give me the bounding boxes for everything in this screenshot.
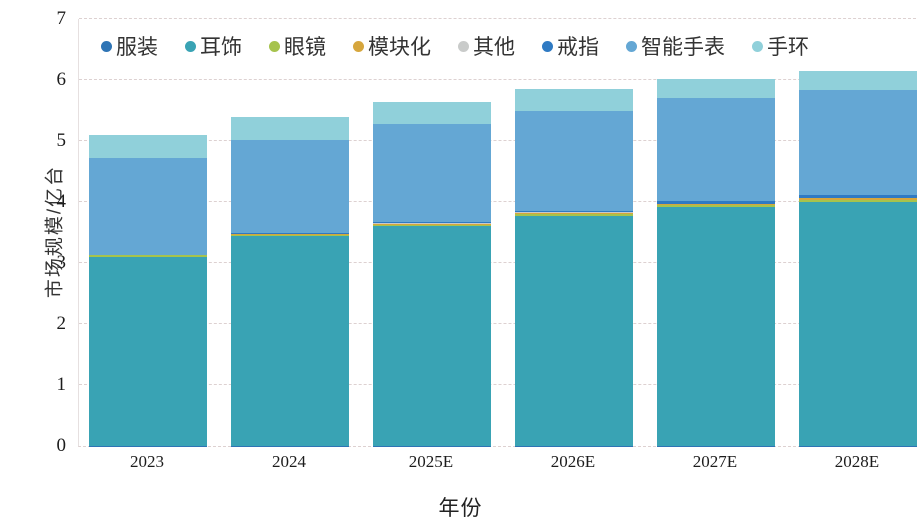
legend-dot-ring-icon — [542, 40, 553, 52]
bar-segment-smartwatch-2027E[interactable] — [657, 98, 775, 202]
y-tick-label-6: 6 — [56, 69, 67, 90]
x-tick-label-2027E: 2027E — [692, 452, 738, 471]
legend-item-glasses[interactable]: 眼镜 — [269, 31, 326, 61]
bar-segment-modular-2024[interactable] — [231, 234, 349, 235]
legend-item-other[interactable]: 其他 — [458, 31, 515, 61]
bar-segment-smartwatch-2025E[interactable] — [373, 123, 491, 222]
bar-segment-ring-2028E[interactable] — [799, 195, 917, 198]
legend-item-band[interactable]: 手环 — [752, 31, 809, 61]
gridline-y-6 — [79, 79, 916, 80]
bar-segment-earwear-2023[interactable] — [89, 256, 207, 446]
legend-label-smartwatch: 智能手表 — [641, 36, 725, 59]
bar-segment-earwear-2024[interactable] — [231, 235, 349, 446]
y-tick-label-7: 7 — [56, 8, 67, 29]
legend-item-modular[interactable]: 模块化 — [353, 31, 431, 61]
x-tick-label-2024: 2024 — [272, 452, 306, 471]
bar-segment-glasses-2023[interactable] — [89, 255, 207, 257]
gridline-y-2 — [79, 323, 916, 324]
bar-segment-modular-2028E[interactable] — [799, 198, 917, 200]
legend-dot-band-icon — [752, 40, 763, 52]
bar-segment-smartwatch-2026E[interactable] — [515, 110, 633, 211]
legend-dot-glasses-icon — [269, 40, 280, 52]
legend-label-modular: 模块化 — [368, 36, 431, 59]
y-tick-label-5: 5 — [56, 130, 67, 151]
bar-2023[interactable] — [89, 134, 207, 446]
bar-segment-glasses-2028E[interactable] — [799, 199, 917, 202]
bar-2024[interactable] — [231, 116, 349, 446]
bar-segment-modular-2025E[interactable] — [373, 223, 491, 225]
bar-segment-band-2028E[interactable] — [799, 70, 917, 91]
bar-segment-earwear-2025E[interactable] — [373, 226, 491, 446]
bar-segment-earwear-2028E[interactable] — [799, 201, 917, 446]
bar-segment-band-2024[interactable] — [231, 116, 349, 141]
legend-label-other: 其他 — [473, 36, 515, 59]
bar-segment-band-2026E[interactable] — [515, 88, 633, 111]
legend: 服装 耳饰 眼镜 模块化 其他 戒指 智能手表 手环 — [101, 31, 809, 61]
plot-area: 服装 耳饰 眼镜 模块化 其他 戒指 智能手表 手环 — [78, 18, 917, 447]
y-tick-label-2: 2 — [56, 313, 67, 334]
bar-segment-ring-2025E[interactable] — [373, 221, 491, 224]
legend-item-ring[interactable]: 戒指 — [542, 31, 599, 61]
bar-segment-band-2023[interactable] — [89, 134, 207, 158]
y-tick-label-0: 0 — [56, 435, 67, 456]
bar-segment-glasses-2027E[interactable] — [657, 205, 775, 208]
bar-segment-glasses-2025E[interactable] — [373, 224, 491, 227]
bar-segment-smartwatch-2023[interactable] — [89, 157, 207, 255]
gridline-y-4 — [79, 201, 916, 202]
bar-segment-glasses-2026E[interactable] — [515, 213, 633, 216]
bar-segment-glasses-2024[interactable] — [231, 234, 349, 236]
legend-label-glasses: 眼镜 — [284, 36, 326, 59]
bar-segment-modular-2027E[interactable] — [657, 203, 775, 206]
bar-segment-earwear-2027E[interactable] — [657, 207, 775, 446]
bar-2027E[interactable] — [657, 79, 775, 446]
x-tick-label-2028E: 2028E — [834, 452, 880, 471]
legend-item-smartwatch[interactable]: 智能手表 — [626, 31, 725, 61]
y-axis-title: 市场规模/亿台 — [44, 164, 66, 299]
gridline-y-3 — [79, 262, 916, 263]
x-tick-label-2023: 2023 — [130, 452, 164, 471]
legend-label-band: 手环 — [767, 36, 809, 59]
bar-segment-ring-2026E[interactable] — [515, 210, 633, 213]
bar-segment-band-2025E[interactable] — [373, 101, 491, 124]
gridline-y-5 — [79, 140, 916, 141]
legend-dot-clothing-icon — [101, 40, 112, 52]
bar-segment-smartwatch-2028E[interactable] — [799, 90, 917, 196]
bar-segment-band-2027E[interactable] — [657, 79, 775, 99]
legend-label-ring: 戒指 — [557, 36, 599, 59]
x-tick-label-2025E: 2025E — [408, 452, 454, 471]
legend-dot-earwear-icon — [185, 40, 196, 52]
bar-segment-ring-2024[interactable] — [231, 233, 349, 234]
legend-dot-other-icon — [458, 40, 469, 52]
bar-segment-modular-2026E[interactable] — [515, 212, 633, 214]
bar-segment-smartwatch-2024[interactable] — [231, 140, 349, 234]
legend-item-earwear[interactable]: 耳饰 — [185, 31, 242, 61]
bar-segment-earwear-2026E[interactable] — [515, 215, 633, 446]
legend-item-clothing[interactable]: 服装 — [101, 31, 158, 61]
bar-segment-ring-2027E[interactable] — [657, 201, 775, 204]
bar-2028E[interactable] — [799, 70, 917, 446]
y-tick-label-4: 4 — [56, 191, 67, 212]
bar-2026E[interactable] — [515, 88, 633, 446]
y-tick-label-1: 1 — [56, 374, 67, 395]
x-axis-title: 年份 — [438, 497, 483, 520]
y-tick-label-3: 3 — [56, 252, 67, 273]
gridline-y-7 — [79, 18, 916, 19]
legend-label-clothing: 服装 — [116, 36, 158, 59]
bar-2025E[interactable] — [373, 101, 491, 446]
legend-label-earwear: 耳饰 — [200, 36, 242, 59]
legend-dot-modular-icon — [353, 40, 364, 52]
x-tick-label-2026E: 2026E — [550, 452, 596, 471]
gridline-y-1 — [79, 384, 916, 385]
legend-dot-smartwatch-icon — [626, 40, 637, 52]
